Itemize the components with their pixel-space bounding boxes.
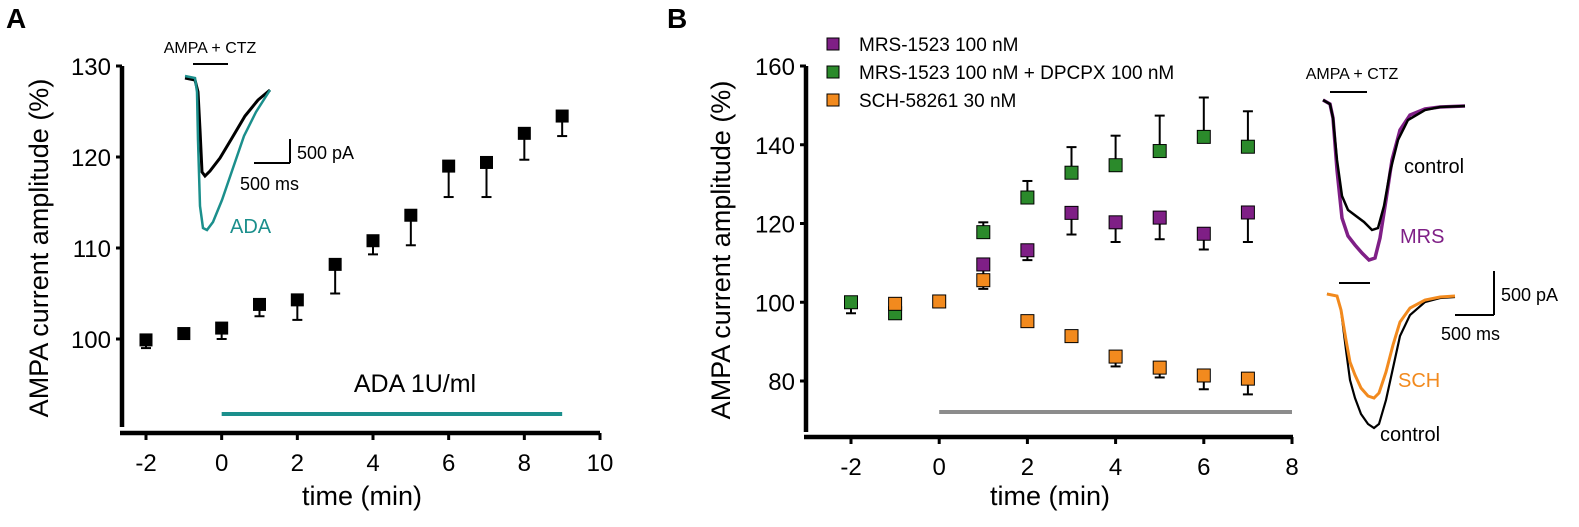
data-point (1240, 371, 1255, 386)
panel-a: A 100 110 120 130 -2 0 2 4 6 8 10 AMPA current am… (6, 3, 613, 511)
panel-b-letter: B (667, 3, 687, 34)
panel-a-x-ticks: -2 0 2 4 6 8 10 (135, 433, 613, 477)
panel-b-y-tick-label: 160 (755, 54, 795, 81)
panel-b-data-points (844, 96, 1255, 396)
data-point (555, 109, 569, 123)
panel-b-y-ticks: 80 100 120 140 160 (755, 54, 806, 396)
data-point (1064, 329, 1079, 344)
data-point (888, 296, 903, 311)
panel-a-x-axis-title: time (min) (302, 481, 422, 511)
panel-a-data-points (139, 109, 569, 350)
panel-b-trace-label-sch: SCH (1398, 370, 1440, 392)
panel-a-y-tick-label: 130 (71, 54, 111, 81)
panel-b-legend: MRS-1523 100 nM MRS-1523 100 nM + DPCPX … (826, 35, 1174, 112)
panel-a-x-tick-label: 6 (442, 450, 455, 477)
legend-label-mrs: MRS-1523 100 nM (859, 35, 1018, 56)
panel-b-y-tick-label: 120 (755, 212, 795, 239)
data-point (1020, 314, 1035, 329)
panel-a-y-tick-label: 120 (71, 145, 111, 172)
panel-b-scale-time-label: 500 ms (1441, 324, 1500, 344)
panel-a-x-tick-label: -2 (135, 450, 156, 477)
panel-a-drug-label: ADA 1U/ml (354, 370, 476, 398)
data-point (1196, 129, 1211, 144)
panel-b-x-tick-label: 8 (1285, 454, 1298, 481)
panel-a-y-axis-title: AMPA current amplitude (%) (24, 79, 54, 418)
panel-b-trace-label-control-bottom: control (1380, 424, 1440, 446)
panel-a-x-tick-label: 10 (587, 450, 614, 477)
data-point (1240, 139, 1255, 154)
panel-b-mrs-control-trace (1322, 98, 1466, 232)
panel-b-y-tick-label: 100 (755, 290, 795, 317)
panel-b-y-axis-title: AMPA current amplitude (%) (706, 81, 736, 420)
panel-a-inset: AMPA + CTZ 500 pA 500 ms ADA (164, 40, 354, 238)
panel-a-x-tick-label: 8 (518, 450, 531, 477)
data-point (517, 126, 531, 140)
legend-swatch-mrs-dpcpx (826, 65, 840, 79)
panel-a-ada-trace-label: ADA (230, 216, 272, 238)
data-point (480, 155, 493, 169)
data-point (1108, 158, 1123, 173)
data-point (1196, 368, 1211, 383)
panel-a-scale-current-label: 500 pA (297, 143, 354, 163)
data-point (1152, 144, 1167, 159)
data-point (404, 208, 418, 222)
data-point (1020, 190, 1035, 205)
data-point (215, 321, 229, 335)
panel-b-y-tick-label: 140 (755, 133, 795, 160)
panel-a-x-tick-label: 0 (215, 450, 228, 477)
data-point (290, 293, 304, 307)
data-point (1196, 226, 1211, 241)
panel-b-sch-trace (1326, 292, 1456, 400)
panel-a-x-tick-label: 4 (366, 450, 379, 477)
panel-b-x-tick-label: 2 (1021, 454, 1034, 481)
panel-b-trace-label-control-top: control (1404, 156, 1464, 178)
panel-a-y-ticks: 100 110 120 130 (71, 54, 122, 354)
data-point (932, 294, 947, 309)
legend-label-mrs-dpcpx: MRS-1523 100 nM + DPCPX 100 nM (859, 63, 1174, 84)
panel-a-x-tick-label: 2 (291, 450, 304, 477)
data-point (976, 225, 991, 240)
panel-b: B 80 100 120 140 160 -2 0 2 4 6 8 AMPA current am… (667, 3, 1558, 511)
panel-b-inset: AMPA + CTZ control MRS SCH control 500 p… (1306, 66, 1558, 446)
data-point (1240, 205, 1255, 220)
panel-b-x-ticks: -2 0 2 4 6 8 (840, 437, 1299, 481)
panel-b-sch-control-trace (1326, 292, 1456, 430)
data-point (844, 295, 858, 310)
panel-a-scale-time-label: 500 ms (240, 174, 299, 194)
panel-a-y-tick-label: 110 (73, 236, 111, 263)
panel-a-ada-trace (184, 74, 272, 232)
data-point (1020, 243, 1035, 258)
data-point (976, 257, 991, 272)
data-point (976, 273, 991, 288)
panel-b-inset-application-label: AMPA + CTZ (1306, 66, 1399, 83)
data-point (177, 327, 191, 341)
data-point (253, 297, 266, 311)
panel-b-scale-current-label: 500 pA (1501, 285, 1558, 305)
data-point (1064, 165, 1079, 180)
panel-b-x-tick-label: -2 (840, 454, 861, 481)
legend-swatch-sch (826, 93, 840, 107)
data-point (366, 234, 380, 248)
panel-b-x-tick-label: 0 (933, 454, 946, 481)
panel-b-y-tick-label: 80 (768, 369, 795, 396)
legend-label-sch: SCH-58261 30 nM (859, 91, 1016, 112)
panel-b-x-tick-label: 4 (1109, 454, 1122, 481)
data-point (1152, 210, 1167, 225)
panel-b-x-tick-label: 6 (1197, 454, 1210, 481)
data-point (1108, 215, 1123, 230)
data-point (328, 257, 342, 271)
panel-a-y-tick-label: 100 (71, 327, 111, 354)
panel-a-letter: A (6, 3, 26, 34)
panel-b-x-axis-title: time (min) (990, 481, 1110, 511)
data-point (1108, 349, 1123, 364)
legend-swatch-mrs (826, 37, 840, 51)
data-point (1064, 205, 1079, 220)
panel-b-trace-label-mrs: MRS (1400, 226, 1444, 248)
data-point (1152, 360, 1167, 375)
data-point (139, 333, 153, 347)
panel-a-inset-application-label: AMPA + CTZ (164, 40, 257, 57)
data-point (442, 159, 456, 173)
